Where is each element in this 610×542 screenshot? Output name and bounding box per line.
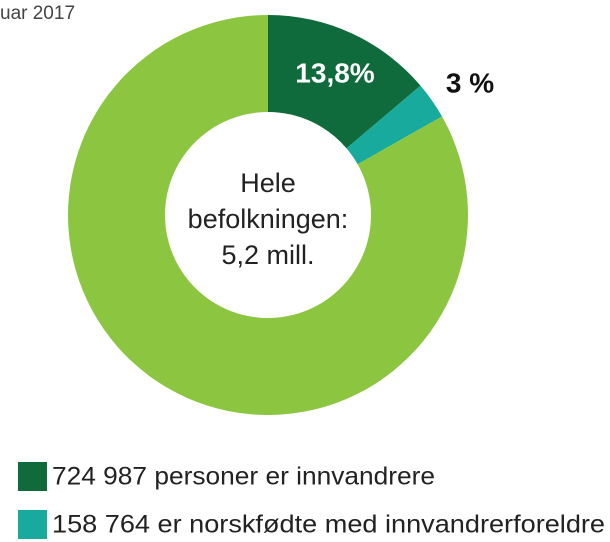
legend-label: 724 987 personer er innvandrere (52, 463, 435, 491)
legend-swatch (18, 510, 47, 539)
donut-segment (268, 15, 421, 149)
center-text: Hele (240, 168, 296, 198)
donut-segment (346, 85, 443, 165)
center-text: befolkningen: (188, 204, 349, 234)
donut-segment (67, 15, 469, 415)
legend-label: 158 764 er norskfødte med innvandrerfore… (52, 511, 605, 539)
center-text: 5,2 mill. (221, 240, 314, 270)
legend-swatch (18, 462, 47, 491)
value-label: 3 % (446, 67, 494, 98)
value-label: 13,8% (295, 57, 374, 88)
chart-title: uar 2017 (0, 3, 75, 24)
